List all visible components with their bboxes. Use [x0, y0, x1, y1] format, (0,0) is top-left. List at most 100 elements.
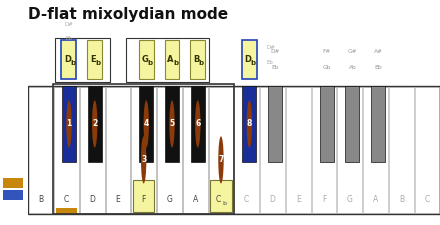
Circle shape [66, 100, 72, 148]
Bar [415, 87, 440, 213]
Bar [242, 40, 257, 79]
Bar [139, 86, 153, 162]
Text: Eb: Eb [266, 61, 273, 65]
Bar [337, 87, 362, 213]
Bar [235, 87, 259, 213]
Text: 6: 6 [195, 119, 200, 128]
Bar [389, 87, 414, 213]
Text: basicmusictheory.com: basicmusictheory.com [10, 79, 15, 137]
Bar [87, 40, 102, 79]
Bar [55, 38, 110, 82]
Bar [242, 86, 257, 162]
Bar [3, 190, 23, 200]
Bar [28, 86, 440, 214]
Text: 8: 8 [247, 119, 252, 128]
Bar [165, 86, 179, 162]
Text: D: D [270, 195, 275, 204]
Bar [55, 208, 77, 214]
Circle shape [218, 136, 224, 184]
Text: D#: D# [266, 45, 275, 50]
Circle shape [143, 100, 149, 148]
Bar [54, 87, 79, 213]
Text: D-flat mixolydian mode: D-flat mixolydian mode [28, 7, 228, 22]
Text: G: G [347, 195, 353, 204]
Text: Eb: Eb [271, 65, 279, 70]
Bar [54, 84, 234, 214]
Text: C: C [215, 195, 220, 204]
Bar [62, 40, 77, 79]
Text: B: B [38, 195, 43, 204]
Text: b: b [199, 60, 204, 66]
Bar [345, 86, 359, 162]
Text: A: A [193, 195, 198, 204]
Text: D: D [89, 195, 95, 204]
Bar [139, 40, 154, 79]
Bar [88, 86, 102, 162]
Circle shape [246, 100, 252, 148]
Bar [319, 86, 334, 162]
Bar [210, 180, 232, 211]
Text: 1: 1 [66, 119, 72, 128]
Text: Bb: Bb [374, 65, 382, 70]
Bar [126, 38, 209, 82]
Text: b: b [250, 60, 256, 66]
Text: D#: D# [271, 49, 280, 54]
Text: G: G [141, 55, 148, 64]
Text: b: b [222, 201, 226, 206]
Bar [165, 40, 180, 79]
Bar [28, 87, 53, 213]
Circle shape [92, 100, 97, 148]
Text: 5: 5 [169, 119, 175, 128]
Text: 4: 4 [143, 119, 149, 128]
Bar [191, 86, 205, 162]
Bar [312, 87, 337, 213]
Circle shape [169, 100, 175, 148]
Bar [80, 87, 105, 213]
Text: b: b [70, 60, 75, 66]
Bar [133, 180, 154, 211]
Text: Gb: Gb [323, 65, 331, 70]
Bar [106, 87, 130, 213]
Text: b: b [147, 60, 152, 66]
Bar [183, 87, 208, 213]
Text: F: F [322, 195, 326, 204]
Text: E: E [116, 195, 120, 204]
Text: A#: A# [374, 49, 383, 54]
Circle shape [141, 136, 147, 184]
Circle shape [195, 100, 201, 148]
Text: C: C [64, 195, 69, 204]
Text: Eb: Eb [66, 36, 73, 41]
Bar [286, 87, 311, 213]
Bar [363, 87, 388, 213]
Text: C: C [425, 195, 430, 204]
Bar [191, 40, 205, 79]
Text: 2: 2 [92, 119, 97, 128]
Bar [131, 87, 156, 213]
Text: Ab: Ab [348, 65, 356, 70]
Bar [268, 86, 282, 162]
Text: B: B [399, 195, 404, 204]
Bar [157, 87, 182, 213]
Text: b: b [96, 60, 101, 66]
Text: 7: 7 [218, 155, 224, 164]
Text: 3: 3 [141, 155, 146, 164]
Text: F: F [142, 195, 146, 204]
Text: B: B [193, 55, 199, 64]
Text: G#: G# [348, 49, 357, 54]
Text: E: E [296, 195, 301, 204]
Text: D: D [244, 55, 251, 64]
Text: C: C [244, 195, 249, 204]
Bar [260, 87, 285, 213]
Bar [371, 86, 385, 162]
Text: A: A [167, 55, 174, 64]
Text: A: A [373, 195, 378, 204]
Text: F#: F# [323, 49, 331, 54]
Text: E: E [90, 55, 96, 64]
Text: G: G [166, 195, 172, 204]
Bar [3, 178, 23, 188]
Bar [209, 87, 233, 213]
Text: D: D [64, 55, 71, 64]
Text: b: b [173, 60, 178, 66]
Text: D#: D# [65, 22, 73, 27]
Bar [62, 86, 76, 162]
